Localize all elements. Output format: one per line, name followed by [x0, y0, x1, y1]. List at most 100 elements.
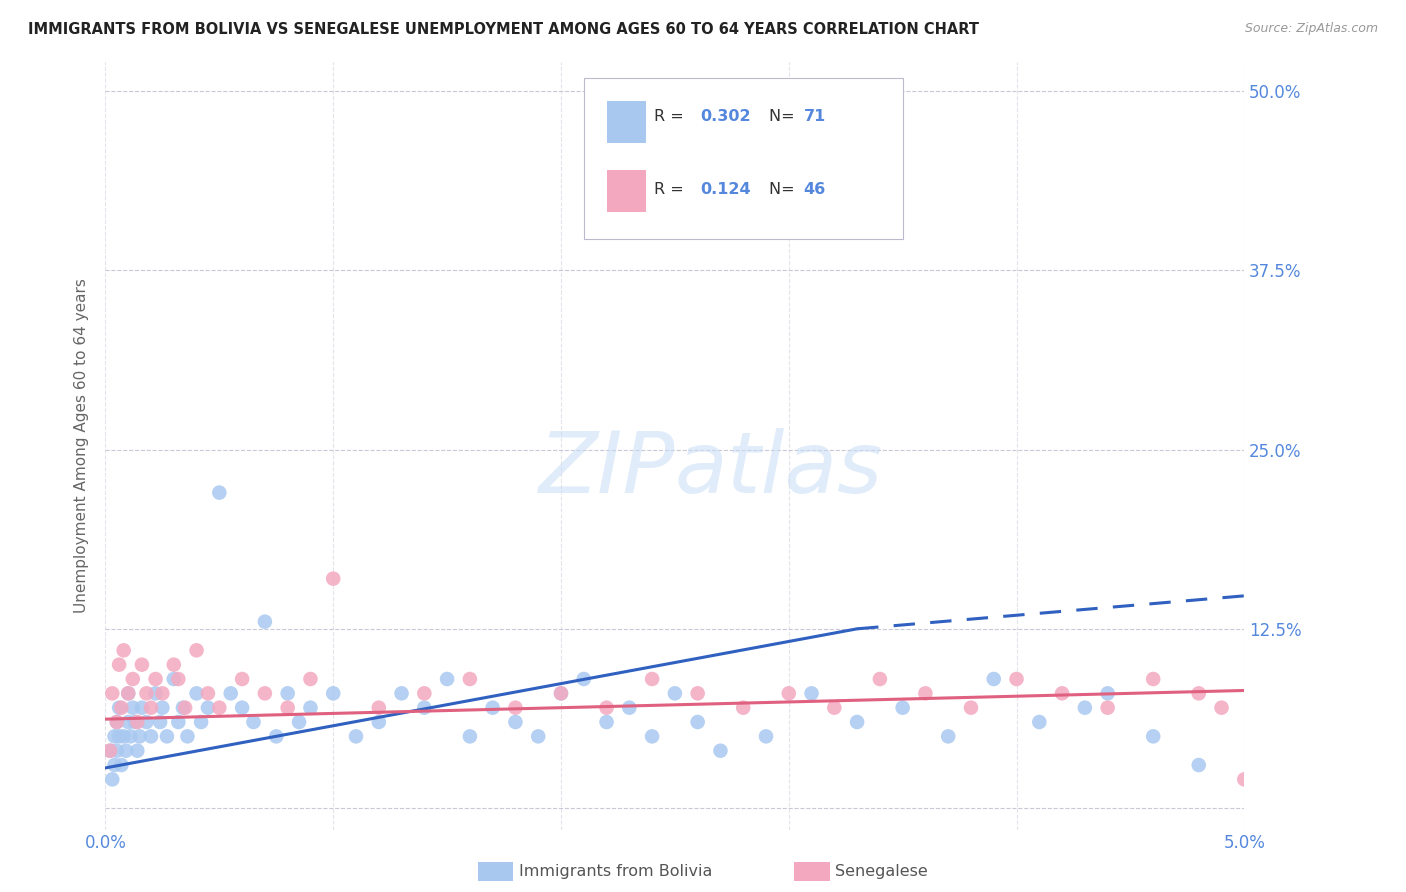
Point [527, 730, 550, 744]
Point [105, 714, 128, 729]
Point [1074, 700, 1097, 714]
Point [98, 744, 121, 758]
Point [1142, 672, 1164, 686]
Point [322, 686, 344, 700]
Text: atlas: atlas [675, 427, 883, 510]
Point [1233, 772, 1256, 787]
Point [619, 700, 641, 714]
Point [1211, 700, 1233, 714]
Point [960, 700, 983, 714]
Point [1050, 686, 1073, 700]
Point [174, 700, 197, 714]
Point [139, 730, 162, 744]
Text: IMMIGRANTS FROM BOLIVIA VS SENEGALESE UNEMPLOYMENT AMONG AGES 60 TO 64 YEARS COR: IMMIGRANTS FROM BOLIVIA VS SENEGALESE UN… [28, 22, 979, 37]
Text: ZIP: ZIP [538, 427, 675, 510]
Point [197, 686, 219, 700]
Point [110, 758, 132, 772]
Point [686, 686, 709, 700]
Point [299, 700, 322, 714]
Point [156, 730, 179, 744]
Point [936, 730, 959, 744]
Point [367, 714, 389, 729]
Point [219, 686, 242, 700]
Point [135, 714, 157, 729]
Point [135, 686, 157, 700]
Point [391, 686, 413, 700]
Point [1097, 686, 1119, 700]
Point [105, 744, 128, 758]
Point [869, 672, 891, 686]
Point [755, 730, 778, 744]
Point [186, 686, 208, 700]
Point [145, 672, 167, 686]
Point [1188, 758, 1211, 772]
Point [242, 714, 264, 729]
Point [1142, 730, 1164, 744]
Text: N=: N= [769, 109, 800, 124]
Point [641, 672, 664, 686]
Text: N=: N= [769, 181, 800, 196]
Text: Source: ZipAtlas.com: Source: ZipAtlas.com [1244, 22, 1378, 36]
Point [117, 686, 139, 700]
Point [686, 714, 709, 729]
Point [124, 714, 146, 729]
Point [208, 700, 231, 714]
Point [481, 700, 503, 714]
Point [128, 730, 150, 744]
Point [264, 730, 288, 744]
Point [733, 192, 755, 206]
Point [103, 730, 125, 744]
Text: 71: 71 [804, 109, 825, 124]
Point [231, 700, 253, 714]
Point [110, 700, 132, 714]
Point [277, 700, 299, 714]
Point [253, 615, 276, 629]
Bar [606, 169, 647, 212]
Bar [606, 101, 647, 143]
Point [115, 744, 138, 758]
Point [101, 772, 124, 787]
Point [120, 730, 142, 744]
Point [800, 686, 823, 700]
Point [253, 686, 276, 700]
Point [131, 657, 153, 672]
Point [664, 686, 686, 700]
Point [778, 686, 800, 700]
Point [505, 714, 527, 729]
Point [231, 672, 253, 686]
Point [117, 714, 139, 729]
Point [436, 672, 458, 686]
Point [105, 714, 128, 729]
Point [846, 714, 869, 729]
Point [152, 686, 174, 700]
Point [108, 730, 131, 744]
Point [101, 686, 124, 700]
Point [208, 485, 231, 500]
Text: 0.302: 0.302 [700, 109, 751, 124]
Point [152, 700, 174, 714]
Point [176, 730, 198, 744]
Point [1097, 700, 1119, 714]
Text: R =: R = [654, 181, 689, 196]
Point [1028, 714, 1050, 729]
Point [277, 686, 299, 700]
Point [413, 700, 436, 714]
Text: R =: R = [654, 109, 689, 124]
Point [733, 700, 755, 714]
Point [299, 672, 322, 686]
Point [367, 700, 389, 714]
Point [322, 572, 344, 586]
Point [190, 714, 212, 729]
Point [823, 700, 845, 714]
Point [344, 730, 367, 744]
FancyBboxPatch shape [583, 78, 903, 239]
Point [914, 686, 936, 700]
Point [112, 730, 135, 744]
Point [163, 657, 186, 672]
Point [550, 686, 572, 700]
Point [891, 700, 914, 714]
Point [505, 700, 527, 714]
Point [172, 700, 194, 714]
Text: Senegalese: Senegalese [835, 864, 928, 879]
Point [458, 730, 481, 744]
